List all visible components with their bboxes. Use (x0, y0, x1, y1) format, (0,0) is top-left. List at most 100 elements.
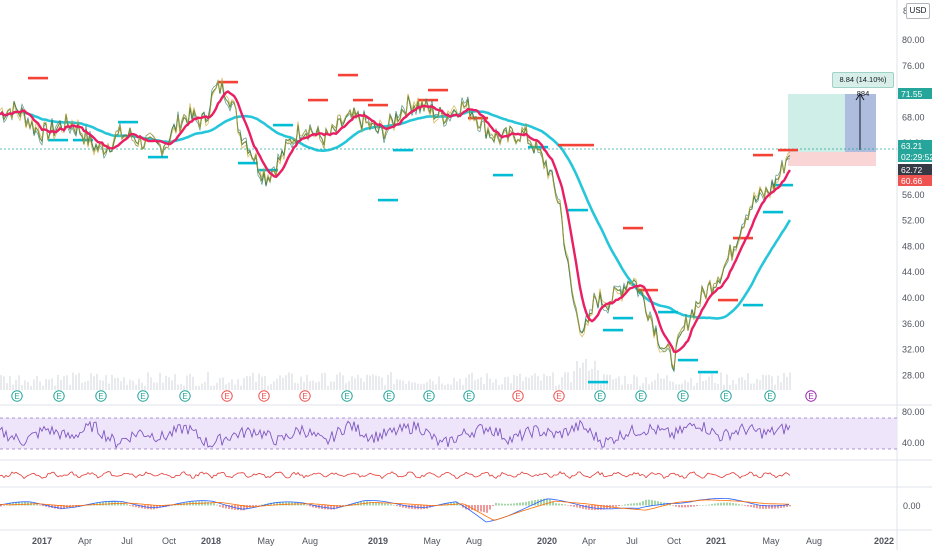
resistance-marker (468, 116, 488, 120)
volume-bar (621, 384, 623, 390)
earnings-icon[interactable] (635, 390, 647, 402)
earnings-icon[interactable] (53, 390, 65, 402)
volume-bar (525, 376, 527, 390)
macd-histogram-bar (303, 503, 305, 506)
macd-histogram-bar (162, 505, 164, 508)
earnings-icon[interactable] (95, 390, 107, 402)
macd-histogram-bar (666, 503, 668, 506)
volume-bar (648, 384, 650, 390)
macd-histogram-bar (384, 503, 386, 506)
earnings-icon-text: E (680, 392, 685, 401)
macd-histogram-bar (774, 505, 776, 509)
volume-bar (162, 382, 164, 390)
earnings-icon[interactable] (512, 390, 524, 402)
macd-histogram-bar (612, 505, 614, 508)
volume-bar (699, 372, 701, 390)
earnings-icon[interactable] (137, 390, 149, 402)
macd-histogram-bar (285, 501, 287, 506)
volume-bar (573, 371, 575, 390)
macd-histogram-bar (531, 500, 533, 506)
volume-bar (768, 374, 770, 390)
earnings-icon[interactable] (594, 390, 606, 402)
volume-bar (627, 383, 629, 390)
earnings-icon[interactable] (341, 390, 353, 402)
volume-bar (237, 379, 239, 390)
loss-zone[interactable] (788, 152, 876, 166)
volume-bar (561, 377, 563, 390)
macd-histogram-bar (240, 505, 242, 511)
time-axis-tick: Aug (302, 536, 318, 546)
volume-bar (213, 385, 215, 390)
macd-histogram-bar (534, 500, 536, 506)
volume-bar (201, 383, 203, 390)
volume-bar (15, 379, 17, 390)
price-axis[interactable]: 80.0076.0072.0068.0064.0060.0056.0052.00… (902, 35, 925, 380)
volume-bar (753, 383, 755, 390)
earnings-icon[interactable] (720, 390, 732, 402)
macd-histogram-bar (504, 503, 506, 506)
support-marker (588, 380, 608, 384)
earnings-icon[interactable] (463, 390, 475, 402)
macd-histogram-bar (342, 505, 344, 506)
earnings-icon[interactable] (11, 390, 23, 402)
volume-bar (771, 376, 773, 390)
volume-bar (723, 384, 725, 390)
earnings-icon[interactable] (764, 390, 776, 402)
macd-histogram-bar (789, 505, 791, 507)
earnings-icon[interactable] (805, 390, 817, 402)
macd-histogram-bar (717, 503, 719, 506)
earnings-icon[interactable] (677, 390, 689, 402)
time-axis[interactable]: 2017 Apr Jul Oct 2018 May Aug 2019 May Aug 2020 Apr… (32, 536, 894, 546)
volume-bar (174, 374, 176, 390)
earnings-icon[interactable] (553, 390, 565, 402)
volume-bar (198, 385, 200, 390)
volume-bar (513, 374, 515, 390)
time-axis-tick: Jul (121, 536, 133, 546)
earnings-icon[interactable] (383, 390, 395, 402)
support-marker (603, 328, 623, 332)
volume-bar (225, 384, 227, 390)
volume-bar (351, 376, 353, 390)
earnings-icon[interactable] (423, 390, 435, 402)
earnings-icon[interactable] (299, 390, 311, 402)
macd-histogram-bar (579, 505, 581, 509)
volume-bar (204, 381, 206, 390)
volume-bar (252, 372, 254, 390)
macd-histogram-bar (405, 505, 407, 509)
volume-bar (96, 373, 98, 390)
volume-bar (432, 381, 434, 390)
volume-bar (729, 385, 731, 390)
macd-histogram-bar (732, 503, 734, 506)
volume-bar (303, 381, 305, 390)
macd-histogram-bar (669, 503, 671, 506)
macd-histogram-bar (489, 505, 491, 510)
macd-histogram-bar (123, 502, 125, 506)
volume-bar (387, 374, 389, 390)
earnings-icon[interactable] (179, 390, 191, 402)
earnings-icon-text: E (638, 392, 643, 401)
volume-bar (57, 374, 59, 390)
earnings-icon[interactable] (221, 390, 233, 402)
price-axis-tick: 68.00 (902, 112, 925, 122)
time-axis-tick: 2019 (368, 536, 388, 546)
volume-bar (156, 382, 158, 390)
price-tag-countdown (898, 151, 932, 162)
earnings-icon[interactable] (258, 390, 270, 402)
volume-bar (288, 372, 290, 390)
volume-bar (27, 382, 29, 390)
macd-histogram-bar (708, 504, 710, 506)
volume-bar (552, 372, 554, 390)
volume-bar (600, 384, 602, 390)
volume-bar (90, 373, 92, 390)
macd-histogram-bar (678, 505, 680, 508)
volume-bar (375, 375, 377, 390)
macd-histogram-bar (582, 505, 584, 509)
currency-button[interactable]: USD (906, 3, 930, 19)
volume-bar (396, 379, 398, 390)
volume-bar (261, 376, 263, 390)
volume-bar (168, 377, 170, 390)
volume-bar (441, 383, 443, 390)
